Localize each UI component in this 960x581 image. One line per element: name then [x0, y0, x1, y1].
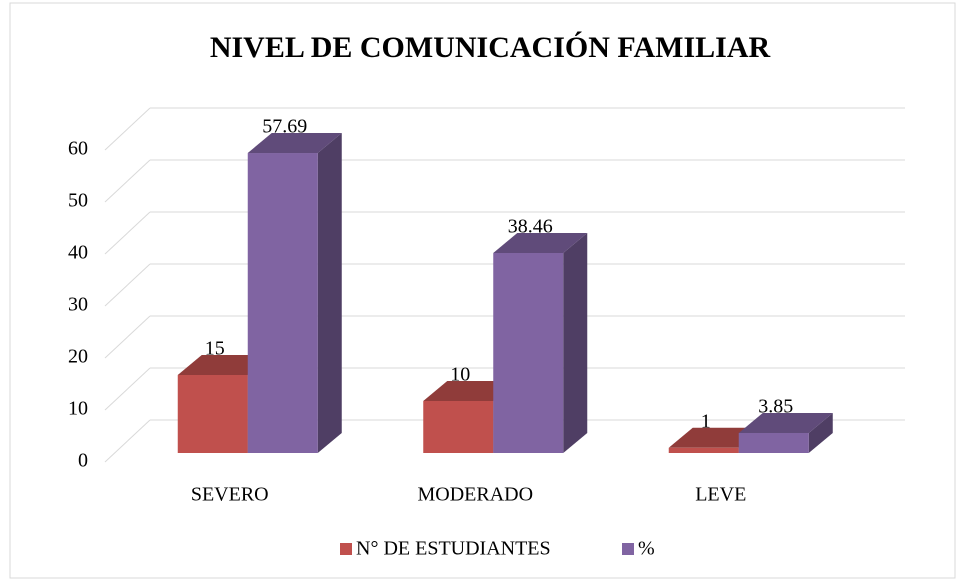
y-tick-label: 30 [68, 294, 88, 316]
bar-side [563, 233, 588, 453]
legend-swatch [340, 543, 352, 555]
x-tick-label: SEVERO [191, 484, 269, 506]
grid-line [104, 107, 151, 151]
bar-side [317, 133, 342, 453]
x-tick-label: LEVE [695, 484, 746, 506]
data-label: 15 [205, 338, 225, 360]
y-tick-label: 60 [68, 138, 88, 160]
grid-line [104, 263, 151, 307]
grid-line [104, 419, 151, 463]
y-tick-label: 50 [68, 190, 88, 212]
legend-label: % [638, 538, 655, 560]
chart-border [9, 2, 956, 579]
bar [247, 153, 318, 453]
grid-line [104, 211, 151, 255]
bar [738, 432, 809, 453]
data-label: 3.85 [758, 396, 793, 418]
data-label: 38.46 [508, 216, 553, 238]
chart-title: NIVEL DE COMUNICACIÓN FAMILIAR [210, 31, 771, 64]
x-tick-label: MODERADO [417, 484, 533, 506]
bar [668, 447, 739, 453]
bar [177, 375, 248, 453]
bar-side [808, 412, 833, 453]
data-label: 10 [450, 364, 470, 386]
y-tick-label: 20 [68, 346, 88, 368]
bar-top [493, 233, 588, 254]
grid-line [104, 367, 151, 411]
grid-line [104, 315, 151, 359]
y-tick-label: 10 [68, 398, 88, 420]
y-tick-label: 0 [78, 450, 88, 472]
legend-swatch [622, 543, 634, 555]
data-label: 57.69 [262, 116, 307, 138]
data-label: 1 [701, 410, 711, 432]
bar [493, 253, 564, 453]
y-tick-label: 40 [68, 242, 88, 264]
bar-top [738, 412, 833, 433]
bar-top [247, 133, 342, 154]
legend-label: N° DE ESTUDIANTES [356, 538, 551, 560]
bar [423, 401, 494, 453]
grid-line [104, 159, 151, 203]
